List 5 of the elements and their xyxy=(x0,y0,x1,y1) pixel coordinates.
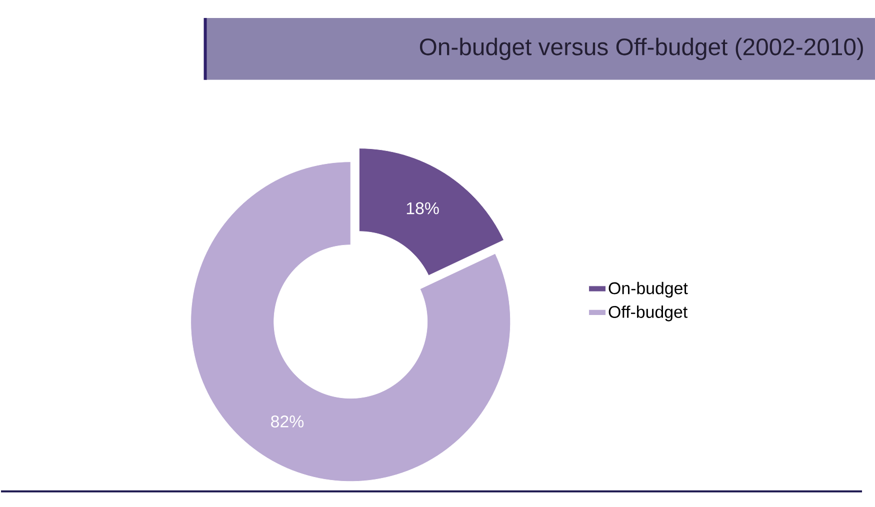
data-label: 82% xyxy=(271,415,304,428)
legend-label: Off-budget xyxy=(608,305,688,322)
legend-label: On-budget xyxy=(608,282,688,298)
data-label: 18% xyxy=(406,202,439,214)
chart-title: On-budget versus Off-budget (2002-2010) xyxy=(420,38,863,60)
